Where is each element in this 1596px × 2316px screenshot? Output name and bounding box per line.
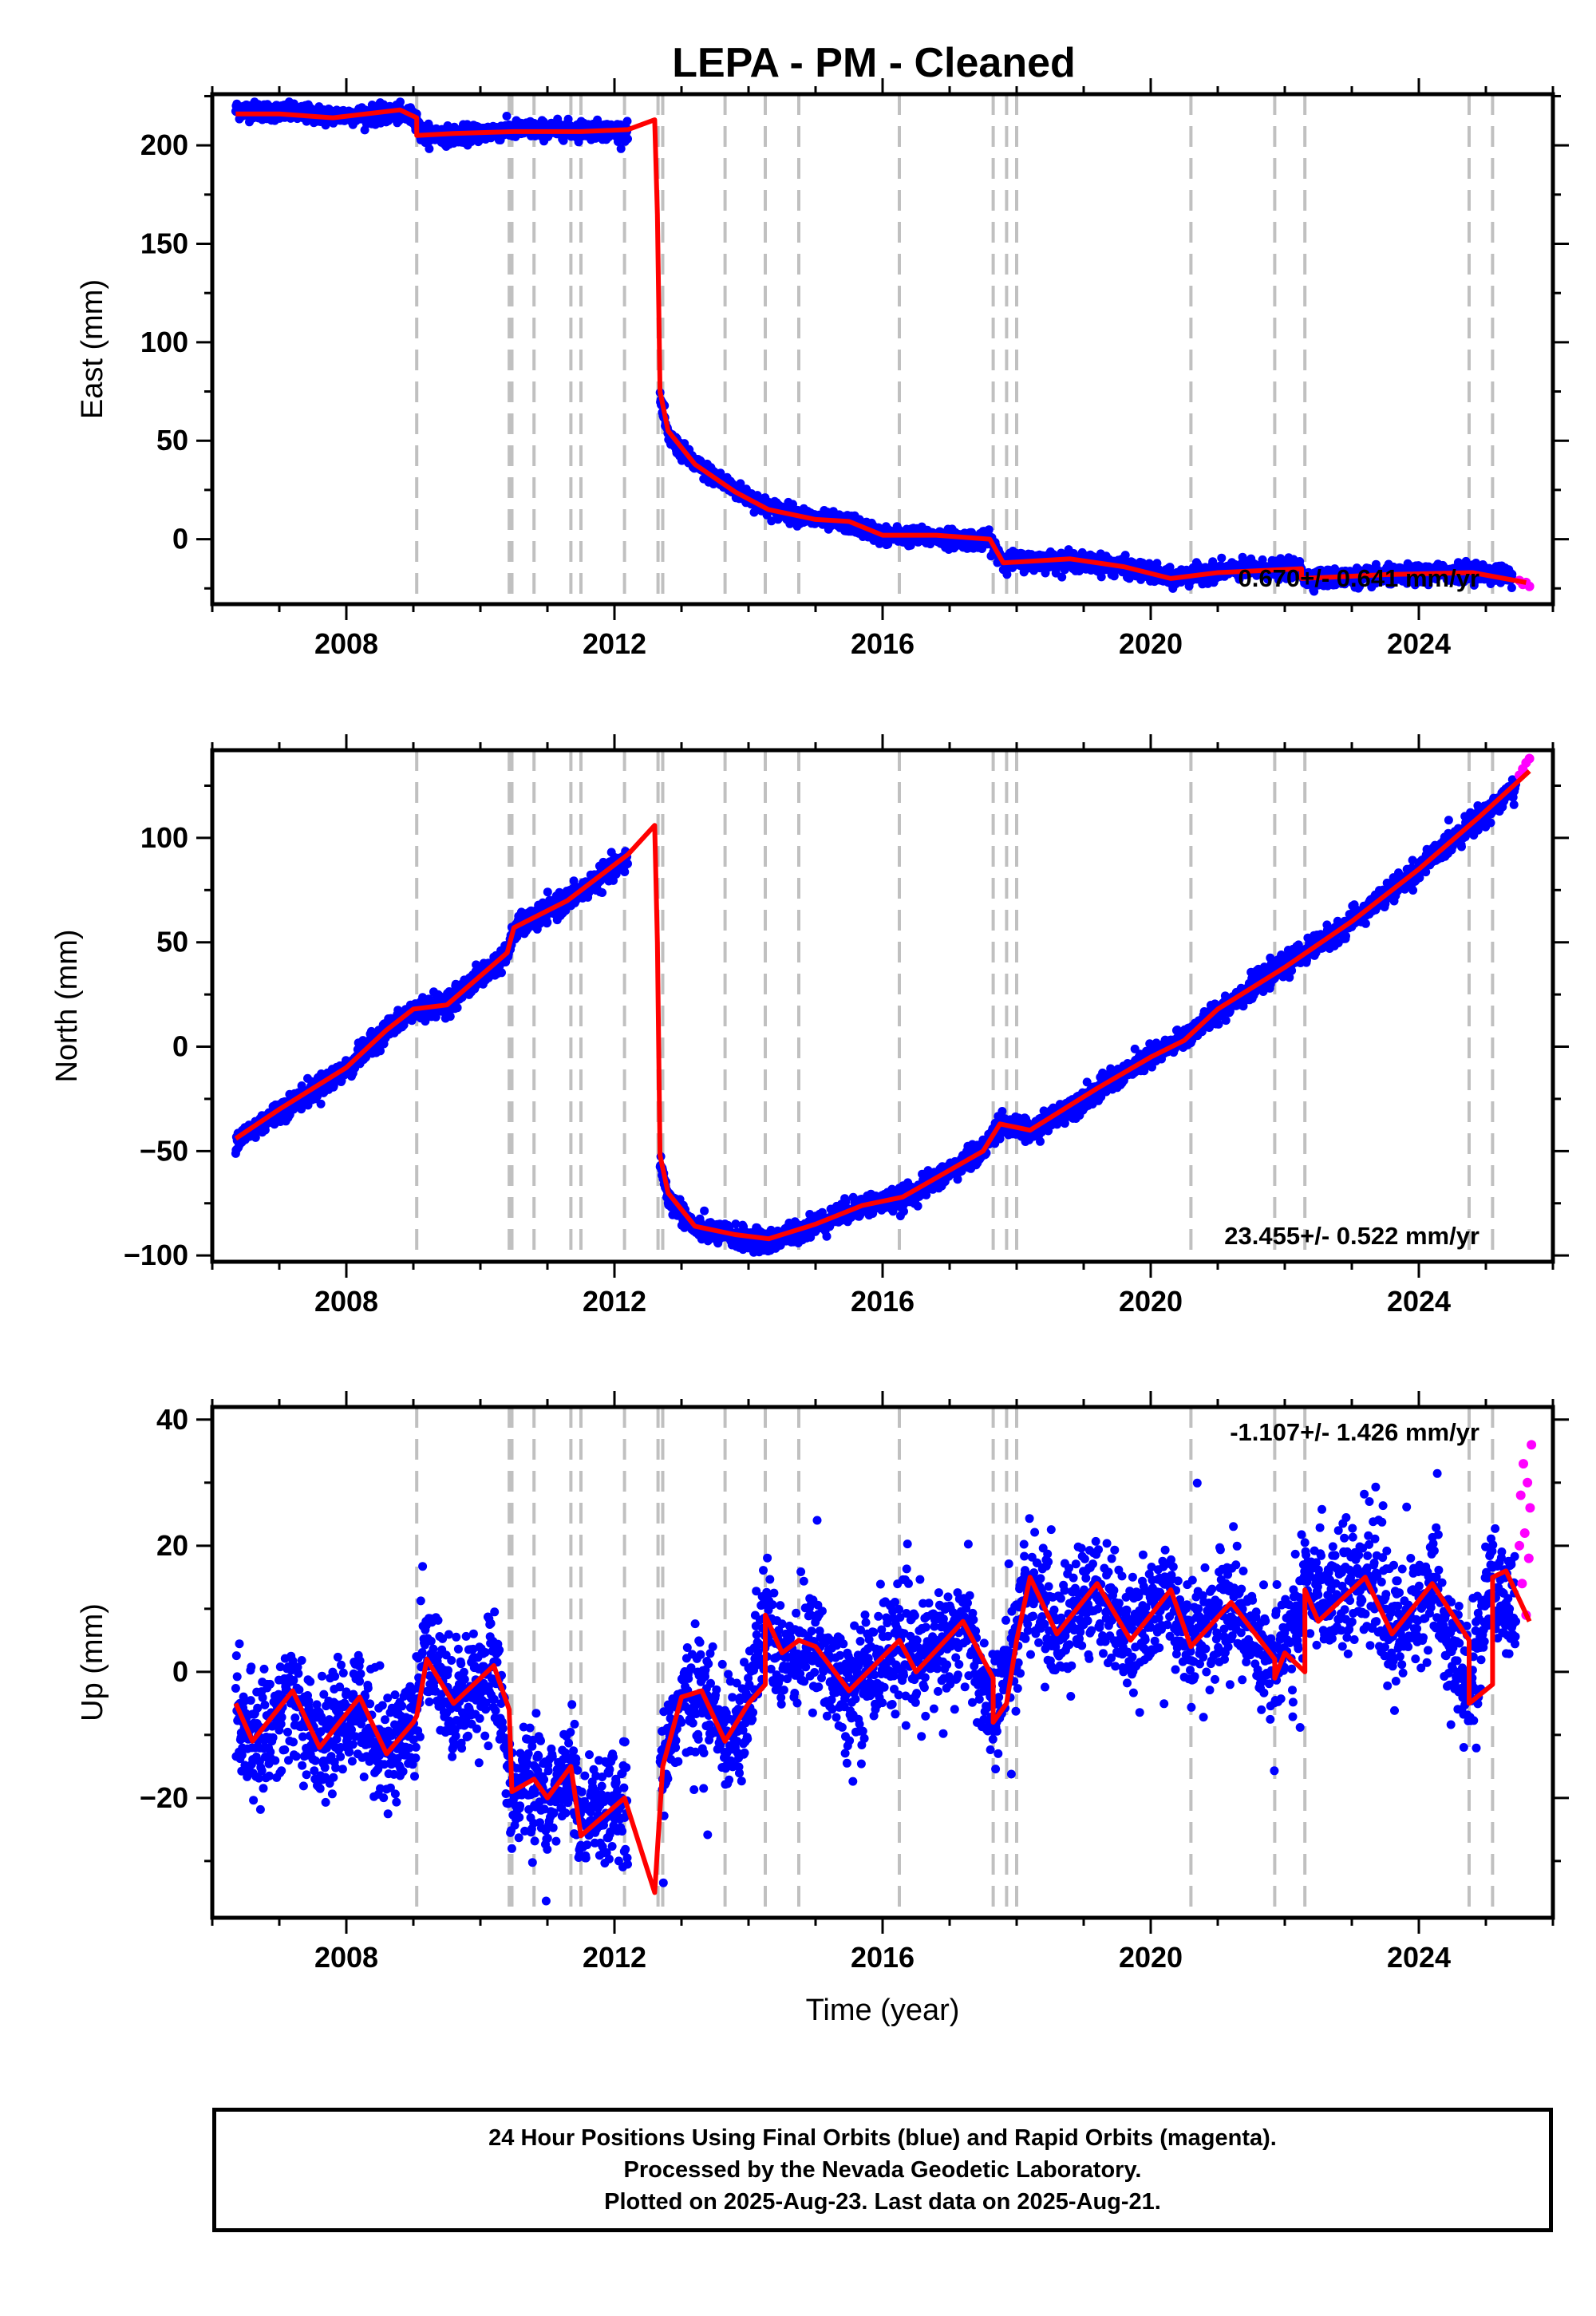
final-orbit-point xyxy=(1217,553,1227,563)
final-orbit-point xyxy=(396,97,405,107)
y-axis-label: East (mm) xyxy=(76,279,109,419)
final-orbit-point xyxy=(569,876,579,886)
final-orbit-point xyxy=(623,134,632,144)
y-tick-label: 200 xyxy=(140,128,188,161)
final-orbit-point xyxy=(731,1219,741,1229)
x-tick-label: 2012 xyxy=(583,627,646,660)
final-orbit-point xyxy=(452,1003,462,1013)
final-orbit-point xyxy=(623,859,632,868)
final-orbit-point xyxy=(559,136,568,145)
y-tick-label: 150 xyxy=(140,227,188,260)
final-orbit-point xyxy=(421,1017,430,1026)
final-orbit-point xyxy=(736,479,745,488)
x-tick-label: 2016 xyxy=(851,627,915,660)
final-orbit-point xyxy=(543,887,552,897)
x-tick-label: 2020 xyxy=(1119,627,1183,660)
plot-east: 2008 2012 2016 2020 2024 0 50 100 150 200 East (mm… xyxy=(76,78,1569,660)
final-orbit-point xyxy=(316,1099,326,1109)
final-orbit-point xyxy=(616,144,626,153)
final-orbit-point xyxy=(598,888,607,897)
final-orbit-point xyxy=(425,144,434,153)
y-tick-label: 50 xyxy=(156,424,188,456)
final-orbit-point xyxy=(1507,583,1516,592)
final-orbit-point xyxy=(1109,571,1119,581)
x-tick-label: 2024 xyxy=(1387,627,1451,660)
final-orbit-point xyxy=(622,117,632,126)
final-orbit-point xyxy=(1258,555,1267,564)
final-orbit-point xyxy=(984,525,994,535)
final-orbit-point xyxy=(502,112,512,121)
final-orbit-point xyxy=(767,516,776,526)
final-orbit-point xyxy=(1120,551,1130,560)
final-orbit-point xyxy=(497,968,506,978)
chart-title: LEPA - PM - Cleaned xyxy=(672,40,1076,86)
final-orbit-point xyxy=(620,868,630,876)
rate-annotation: 0.670+/- 0.641 mm/yr xyxy=(1238,564,1479,592)
model-fit-line xyxy=(235,107,1527,585)
final-orbit-point xyxy=(1057,572,1067,582)
y-tick-label: 0 xyxy=(172,523,188,555)
final-orbit-point xyxy=(251,1132,260,1142)
final-orbit-point xyxy=(1165,563,1175,572)
final-orbit-point xyxy=(700,1206,709,1215)
rapid-orbit-point xyxy=(1524,581,1535,591)
y-tick-label: 100 xyxy=(140,326,188,358)
final-orbit-point xyxy=(445,1012,455,1022)
final-orbit-point xyxy=(543,918,552,927)
final-orbit-point xyxy=(376,1046,385,1056)
final-orbit-point xyxy=(1355,582,1365,591)
final-orbit-point xyxy=(593,115,602,124)
x-tick-label: 2008 xyxy=(314,627,378,660)
final-orbit-point xyxy=(1096,572,1106,582)
